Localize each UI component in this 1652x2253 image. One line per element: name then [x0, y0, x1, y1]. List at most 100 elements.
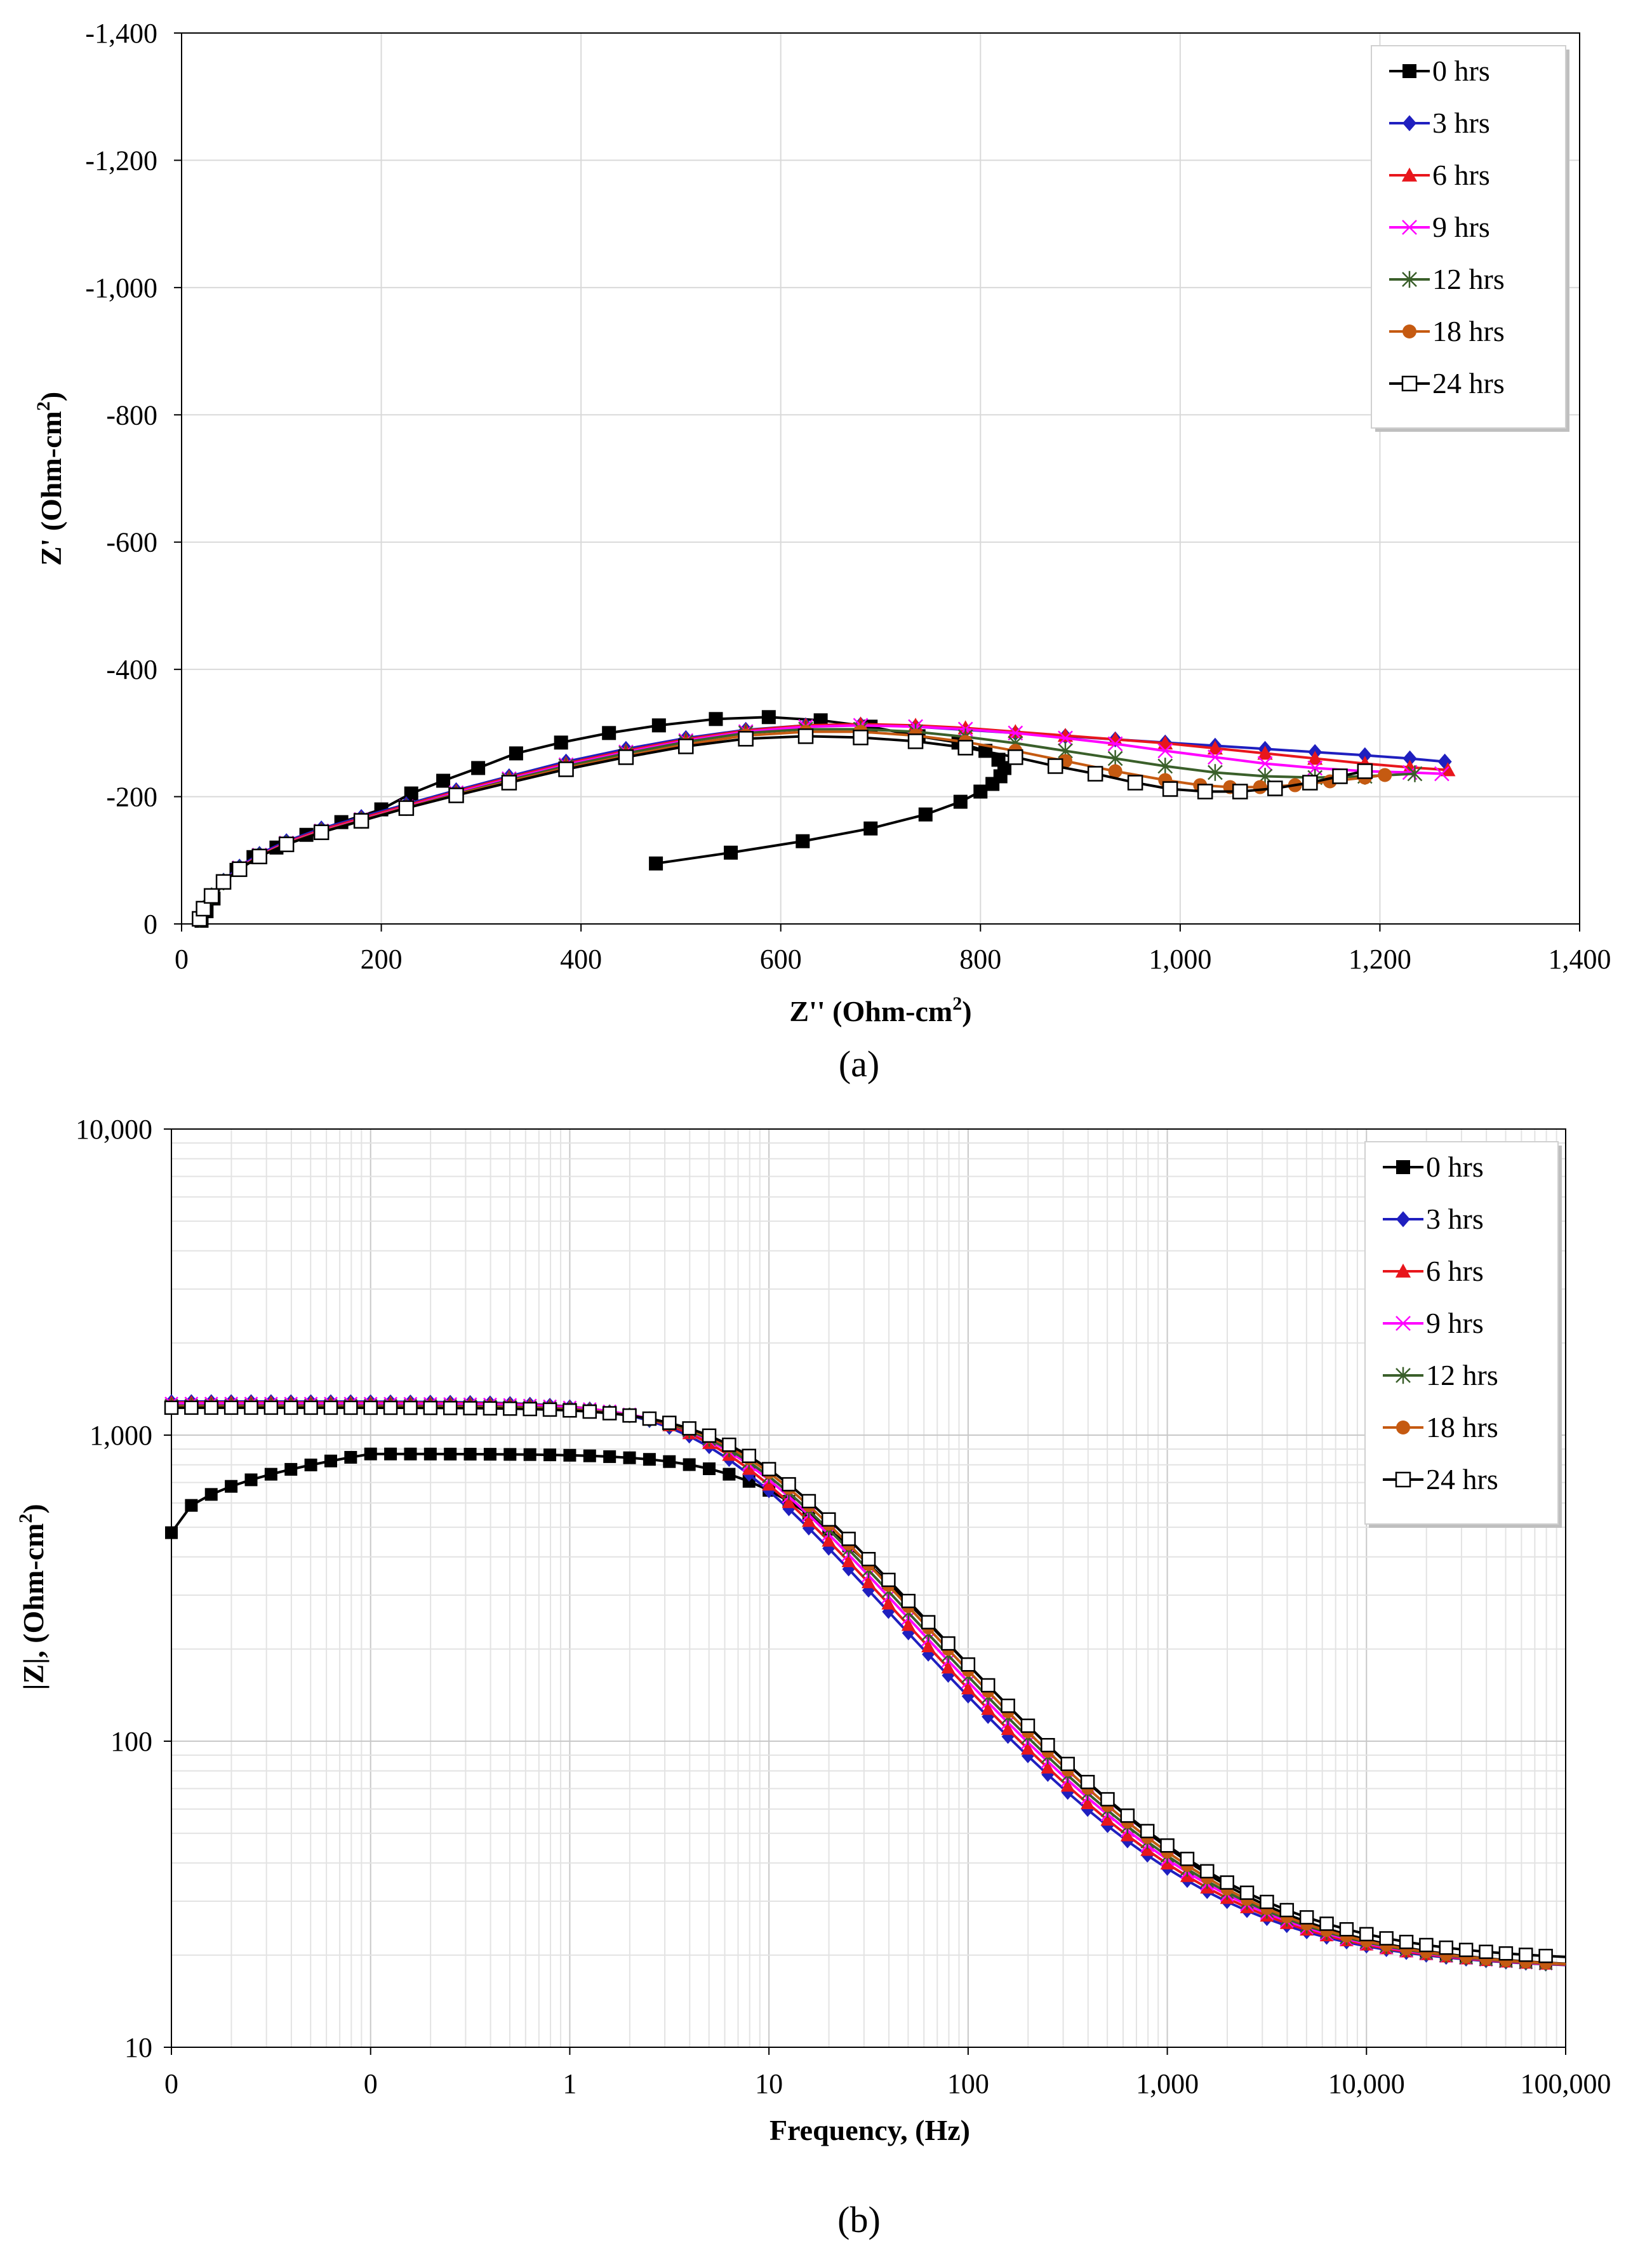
- chart-b-point-0-hrs: [563, 1448, 576, 1462]
- chart-b-point-0-hrs: [324, 1454, 337, 1467]
- chart-b-point-24-hrs: [1001, 1698, 1015, 1713]
- chart-b-point-0-hrs: [663, 1455, 676, 1468]
- chart-b-legend-marker-12-hrs: [1396, 1367, 1411, 1384]
- chart-b-point-24-hrs: [1339, 1922, 1354, 1937]
- chart-a-y-tick-label: -600: [106, 527, 157, 558]
- chart-b-point-24-hrs: [822, 1512, 836, 1527]
- chart-b-point-6-hrs: [1140, 1843, 1155, 1856]
- chart-b-point-24-hrs: [702, 1428, 717, 1443]
- chart-b-point-24-hrs: [323, 1400, 338, 1415]
- chart-a-legend-label-12-hrs: 12 hrs: [1432, 263, 1505, 295]
- chart-b-point-0-hrs: [683, 1458, 696, 1471]
- chart-b-point-24-hrs: [801, 1494, 816, 1509]
- chart-b-point-24-hrs: [1060, 1756, 1075, 1772]
- chart-b-point-24-hrs: [523, 1401, 537, 1417]
- chart-b-point-0-hrs: [603, 1450, 616, 1463]
- chart-b-point-0-hrs: [244, 1473, 258, 1487]
- chart-b-point-24-hrs: [184, 1400, 199, 1415]
- chart-b-gridlines: [171, 1129, 1566, 2047]
- chart-a-point-0-hrs: [436, 773, 451, 788]
- chart-a-point-0-hrs: [796, 834, 810, 848]
- chart-b-x-tick-label: 0: [164, 2068, 178, 2099]
- chart-b-caption: (b): [837, 2199, 881, 2240]
- chart-b-point-0-hrs: [523, 1448, 536, 1461]
- chart-b-point-24-hrs: [761, 1462, 776, 1476]
- chart-a-legend-marker-3-hrs: [1402, 115, 1416, 131]
- chart-a-plot-frame: [181, 32, 1580, 925]
- chart-a-legend-marker-18-hrs: [1402, 324, 1416, 338]
- chart-a-y-tick-label: -1,400: [85, 18, 157, 49]
- chart-b-point-24-hrs: [1140, 1824, 1155, 1838]
- chart-b-point-24-hrs: [742, 1448, 757, 1463]
- chart-b-point-24-hrs: [443, 1401, 458, 1415]
- chart-b-legend-label-6-hrs: 6 hrs: [1426, 1255, 1484, 1287]
- chart-b-point-24-hrs: [343, 1400, 358, 1415]
- chart-a-legend-box: [1371, 45, 1566, 429]
- chart-a-point-18-hrs: [1253, 780, 1267, 794]
- chart-b-point-0-hrs: [703, 1462, 716, 1475]
- chart-a-point-3-hrs: [1402, 750, 1417, 767]
- chart-panel-b: 0 0 1 10 100 1,000 10,000 100,000 10 100 1,000 10,…: [15, 1114, 1611, 2240]
- chart-b-point-24-hrs: [1120, 1808, 1135, 1823]
- chart-b-point-24-hrs: [782, 1477, 796, 1492]
- chart-b-point-24-hrs: [1020, 1718, 1036, 1733]
- chart-a-point-0-hrs: [554, 735, 568, 750]
- chart-b-point-0-hrs: [463, 1447, 477, 1461]
- chart-b-point-24-hrs: [980, 1678, 996, 1693]
- chart-b-point-0-hrs: [423, 1447, 437, 1461]
- chart-b-point-24-hrs: [961, 1657, 976, 1672]
- chart-b-point-0-hrs: [364, 1447, 377, 1461]
- chart-a-legend: 0 hrs 3 hrs 6 hrs 9 hrs 12 hrs 18 hrs 24 hrs: [1371, 45, 1569, 432]
- chart-b-point-24-hrs: [1439, 1940, 1454, 1955]
- chart-a-x-tick-label: 800: [959, 944, 1001, 975]
- chart-b-point-24-hrs: [841, 1532, 856, 1546]
- chart-a-y-tick-label: -1,200: [85, 145, 157, 176]
- chart-a-point-24-hrs: [907, 733, 924, 749]
- chart-b-point-24-hrs: [542, 1402, 557, 1417]
- chart-b-point-24-hrs: [244, 1400, 258, 1415]
- chart-a-legend-marker-12-hrs: [1402, 271, 1417, 288]
- chart-a-point-24-hrs: [1127, 775, 1143, 791]
- chart-b-series: [164, 1394, 1566, 1972]
- chart-b-point-24-hrs: [1498, 1946, 1514, 1961]
- chart-b-point-6-hrs: [881, 1596, 896, 1610]
- chart-b-point-24-hrs: [363, 1400, 378, 1415]
- chart-a-x-tick-labels: 0 200 400 600 800 1,000 1,200 1,400: [175, 924, 1611, 975]
- chart-a-point-24-hrs: [313, 824, 330, 840]
- chart-a-legend-label-18-hrs: 18 hrs: [1432, 315, 1505, 347]
- chart-a-point-24-hrs: [797, 728, 814, 744]
- chart-b-point-6-hrs: [1020, 1742, 1035, 1755]
- chart-a-point-12-hrs: [1157, 758, 1173, 775]
- chart-b-x-tick-label: 100: [947, 2068, 989, 2099]
- chart-b-point-24-hrs: [642, 1411, 657, 1426]
- chart-a-x-axis-label: Z'' (Ohm-cm2): [789, 993, 971, 1027]
- chart-b-legend-marker-9-hrs: [1396, 1316, 1411, 1331]
- chart-a-point-24-hrs: [448, 787, 464, 803]
- chart-a-point-0-hrs: [985, 777, 1000, 791]
- chart-b-point-0-hrs: [384, 1447, 397, 1461]
- chart-a-point-6-hrs: [1207, 740, 1223, 755]
- chart-b-point-0-hrs: [304, 1459, 317, 1472]
- chart-b-legend-marker-0-hrs: [1396, 1160, 1410, 1174]
- chart-b-y-axis-label: |Z|, (Ohm-cm2): [15, 1504, 50, 1690]
- chart-a-point-0-hrs: [509, 746, 523, 761]
- chart-a-point-24-hrs: [501, 775, 517, 791]
- chart-b-point-6-hrs: [1100, 1813, 1115, 1826]
- chart-a-point-24-hrs: [678, 739, 694, 754]
- chart-a-point-3-hrs: [1357, 747, 1372, 764]
- chart-a-x-tick-label: 0: [175, 944, 189, 975]
- chart-b-point-24-hrs: [403, 1400, 418, 1415]
- chart-a-point-24-hrs: [1357, 763, 1373, 779]
- chart-b-point-24-hrs: [602, 1406, 617, 1421]
- chart-a-point-24-hrs: [203, 888, 220, 904]
- chart-b-point-6-hrs: [901, 1618, 916, 1631]
- chart-b-point-6-hrs: [1060, 1779, 1075, 1792]
- chart-b-point-24-hrs: [682, 1421, 696, 1436]
- chart-b-y-tick-label: 10: [124, 2032, 152, 2063]
- chart-a-point-24-hrs: [251, 848, 267, 865]
- chart-a-x-tick-label: 200: [361, 944, 403, 975]
- chart-a-series: [192, 710, 1456, 928]
- chart-b-point-24-hrs: [1200, 1864, 1215, 1879]
- chart-a-point-12-hrs: [1407, 765, 1423, 782]
- chart-b-legend-label-9-hrs: 9 hrs: [1426, 1307, 1484, 1339]
